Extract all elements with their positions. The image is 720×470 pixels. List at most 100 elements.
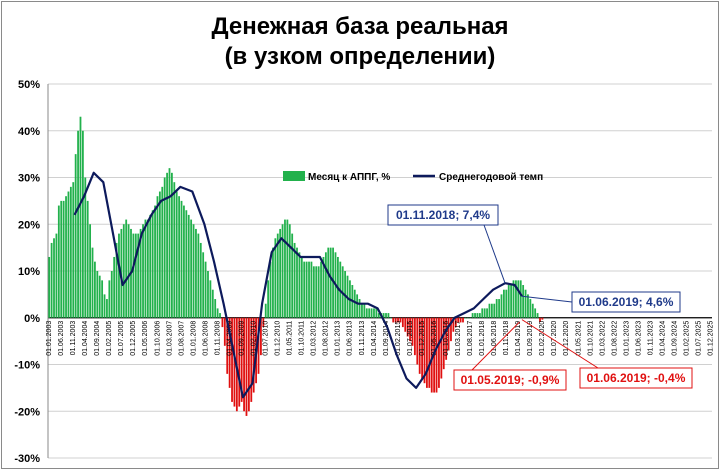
bar (219, 313, 221, 318)
x-tick-label: 01.06.2013 (347, 321, 354, 356)
bar (226, 317, 229, 374)
bar (286, 219, 289, 318)
x-tick-label: 01.10.2021 (587, 321, 594, 356)
x-tick-label: 01.09.2009 (238, 321, 245, 356)
bar (247, 317, 250, 412)
bar (447, 317, 450, 351)
x-tick-label: 01.11.2013 (359, 321, 366, 356)
bar (161, 186, 164, 318)
bar (243, 317, 245, 412)
annotations: 01.11.2018; 7,4% 01.06.2019; 4,6% 01.05.20… (387, 204, 693, 391)
bar (260, 317, 262, 356)
x-tick-label: 01.02.2005 (106, 321, 113, 356)
x-tick-label: 01.08.2017 (467, 321, 474, 356)
bar (65, 196, 67, 318)
bar (324, 252, 327, 318)
bar (118, 233, 120, 318)
bar (110, 271, 113, 318)
annotation-box (571, 291, 681, 313)
y-tick-label: 20% (18, 219, 40, 231)
bar (185, 210, 188, 318)
bar (197, 233, 200, 318)
bar (370, 308, 373, 318)
x-tick-label: 01.09.2024 (672, 321, 679, 356)
bar (86, 200, 89, 318)
x-tick-label: 01.03.2012 (311, 321, 318, 356)
bar (142, 224, 144, 318)
x-tick-label: 01.11.2018 (503, 321, 510, 356)
bar (440, 317, 443, 379)
bar (216, 308, 219, 318)
x-tick-label: 01.12.2015 (419, 321, 426, 356)
bar (134, 233, 137, 318)
y-tick-label: 10% (18, 266, 40, 278)
bar (498, 299, 500, 318)
bar (98, 275, 101, 318)
bar (382, 313, 385, 318)
bar (503, 289, 505, 318)
bar (57, 205, 60, 318)
bar (539, 317, 541, 322)
y-tick-label: -30% (14, 453, 40, 465)
x-tick-label: 01.07.2025 (696, 321, 703, 356)
bar (322, 256, 325, 318)
x-tick-label: 01.08.2007 (178, 321, 185, 356)
bar (445, 317, 448, 360)
bar (149, 214, 152, 318)
bar (452, 317, 455, 332)
x-tick-label: 01.04.2024 (659, 321, 666, 356)
bar (423, 317, 426, 384)
bar (272, 247, 274, 318)
x-tick-label: 01.05.2006 (142, 321, 149, 356)
x-tick-label: 01.04.2004 (82, 321, 89, 356)
bar (94, 261, 96, 318)
bar (507, 285, 510, 318)
bar (55, 233, 58, 318)
bar (221, 317, 224, 328)
x-tick-label: 01.07.2015 (407, 321, 414, 356)
bar (228, 317, 231, 388)
bar (397, 317, 399, 323)
bar (368, 308, 371, 318)
y-tick-label: 0% (24, 313, 40, 325)
bar (413, 317, 416, 356)
bar (488, 303, 491, 318)
bar (183, 205, 185, 318)
bar (529, 299, 532, 318)
x-tick-label: 01.03.2022 (599, 321, 606, 356)
y-gridlines (48, 83, 712, 459)
bar (293, 242, 296, 318)
y-tick-label: 30% (18, 173, 40, 185)
bar (144, 219, 147, 318)
x-tick-label: 01.06.2008 (202, 321, 209, 356)
bar (204, 261, 207, 318)
bar (495, 299, 498, 318)
bar (442, 317, 445, 370)
bar (454, 317, 457, 328)
bar (211, 289, 214, 318)
x-tick-label: 01.10.2016 (443, 321, 450, 356)
bar (202, 252, 205, 318)
bar (317, 266, 320, 318)
bar (115, 242, 118, 318)
annotation-leader (521, 319, 599, 369)
x-tick-label: 01.02.2020 (539, 321, 546, 356)
bar (510, 285, 513, 318)
x-tick-label: 01.09.2004 (94, 321, 101, 356)
bar (426, 317, 428, 388)
bar (303, 261, 306, 318)
bar (288, 224, 291, 318)
bar (363, 303, 366, 318)
bar (101, 280, 104, 318)
bar-series (48, 116, 544, 416)
bar (67, 191, 70, 318)
bar (464, 317, 467, 319)
bar (430, 317, 433, 393)
x-tick-label: 01.01.2003 (46, 321, 53, 356)
bar (125, 219, 128, 318)
legend: Месяц к АППГ, % Среднегодовой темп (283, 171, 543, 183)
bar (300, 256, 303, 318)
bar (171, 172, 173, 318)
x-tick-label: 01.09.2014 (383, 321, 390, 356)
